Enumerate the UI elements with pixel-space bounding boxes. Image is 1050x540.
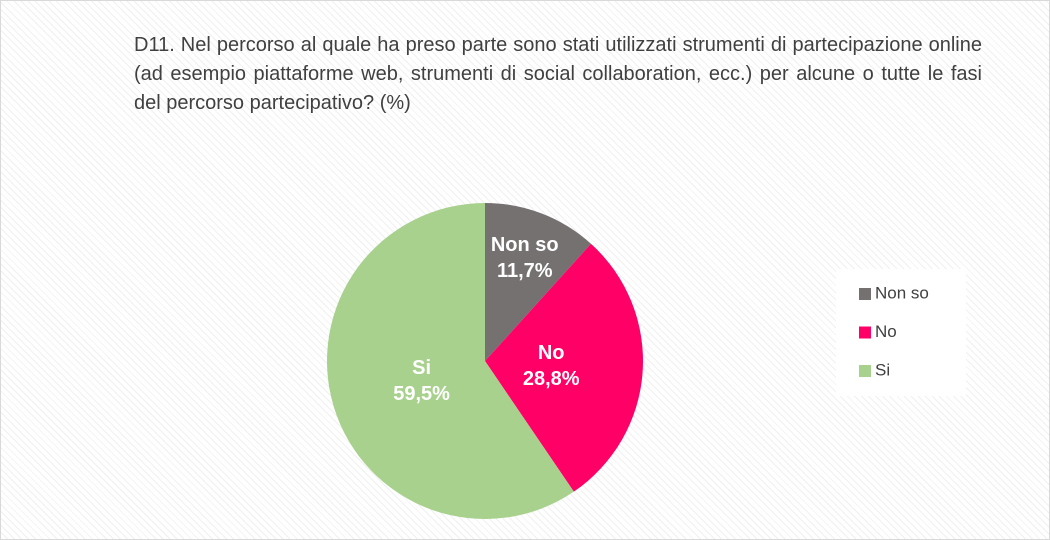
slice-value-label: 28,8% xyxy=(523,368,580,390)
legend-swatch xyxy=(859,326,871,339)
slice-category-label: No xyxy=(538,342,565,364)
pie-slice xyxy=(485,203,591,361)
slice-value-label: 11,7% xyxy=(497,260,553,282)
legend-label: Non so xyxy=(875,283,929,302)
slice-category-label: Si xyxy=(412,357,431,379)
slice-category-label: Non so xyxy=(491,234,559,256)
slice-value-label: 59,5% xyxy=(393,383,450,405)
chart-title: D11. Nel percorso al quale ha preso part… xyxy=(134,34,982,114)
pie-slice xyxy=(485,243,644,492)
legend-swatch xyxy=(859,365,871,377)
legend-label: No xyxy=(875,322,897,341)
legend-label: Si xyxy=(875,360,890,379)
pie-slice xyxy=(327,203,574,519)
legend-box xyxy=(836,269,966,396)
legend-swatch xyxy=(859,288,871,300)
